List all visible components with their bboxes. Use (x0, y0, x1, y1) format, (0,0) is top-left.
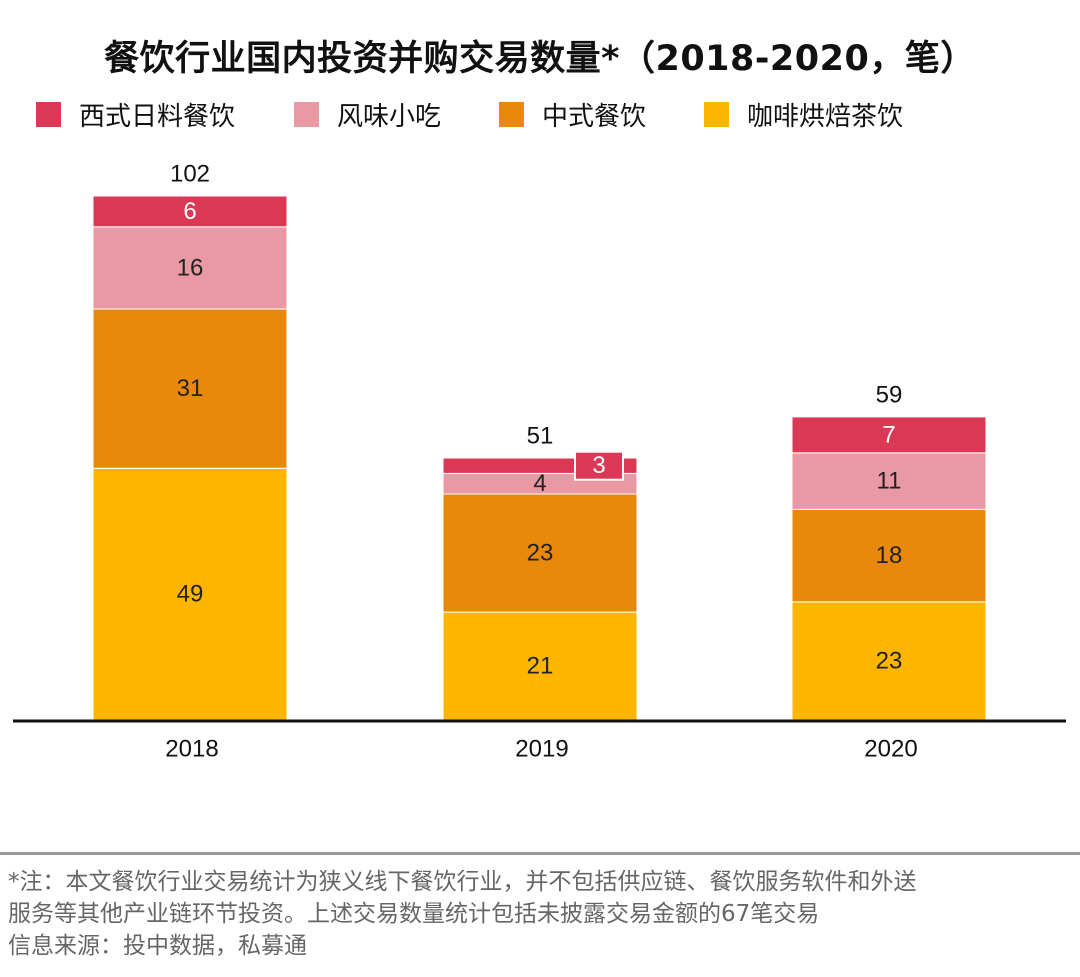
bar-segment-western-japanese-2020 (791, 416, 987, 454)
bar-segment-coffee-bakery-tea-2018 (92, 467, 288, 721)
legend-item-coffee-bakery-tea: 咖啡烘焙茶饮 (704, 94, 903, 134)
total-label-2019: 51 (527, 423, 554, 450)
data-label-western-japanese-2018: 6 (183, 198, 196, 225)
legend-swatch-chinese (499, 101, 524, 127)
x-tick-label-2018: 2018 (165, 736, 218, 763)
legend-label-coffee-bakery-tea: 咖啡烘焙茶饮 (747, 101, 904, 132)
data-label-chinese-2018: 31 (177, 375, 204, 402)
bar-segment-coffee-bakery-tea-2020 (791, 601, 987, 721)
legend-item-western-japanese: 西式日料餐饮 (36, 94, 235, 134)
legend-label-snacks: 风味小吃 (337, 101, 442, 132)
total-label-2020: 59 (876, 381, 903, 408)
x-tick-label-2019: 2019 (515, 736, 568, 763)
bar-segment-snacks-2018 (92, 226, 288, 310)
stacked-bar-chart: 49 31 16 6 102 2018 21 23 4 3 51 2019 23 18 11 7 59 2020 (13, 161, 1066, 763)
data-label-chinese-2019: 23 (527, 540, 554, 567)
legend-item-chinese: 中式餐饮 (499, 94, 646, 134)
data-label-chinese-2020: 18 (876, 542, 903, 569)
footnote-line-1: *注：本文餐饮行业交易统计为狭义线下餐饮行业，并不包括供应链、餐饮服务软件和外送 (8, 869, 917, 895)
data-label-snacks-2018: 16 (177, 254, 204, 281)
x-tick-label-2020: 2020 (864, 736, 917, 763)
legend-item-snacks: 风味小吃 (294, 94, 441, 134)
data-label-coffee-bakery-tea-2019: 21 (527, 653, 554, 680)
bar-segment-chinese-2019 (442, 493, 638, 613)
legend-swatch-snacks (294, 101, 319, 127)
chart-title: 餐饮行业国内投资并购交易数量*（2018-2020，笔） (104, 39, 976, 79)
data-label-western-japanese-2020: 7 (882, 421, 895, 448)
data-label-snacks-2020: 11 (877, 468, 902, 495)
bar-segment-western-japanese-2018 (92, 195, 288, 228)
footnote-line-3: 信息来源：投中数据，私募通 (8, 933, 307, 959)
bar-segment-chinese-2018 (92, 308, 288, 469)
data-label-coffee-bakery-tea-2018: 49 (177, 581, 204, 608)
data-label-box-western-japanese-2019 (574, 450, 624, 481)
legend-swatch-western-japanese (36, 101, 61, 127)
data-label-snacks-2019: 4 (533, 470, 546, 497)
legend-label-western-japanese: 西式日料餐饮 (79, 101, 236, 132)
data-label-western-japanese-2019: 3 (592, 452, 605, 479)
bar-segment-chinese-2020 (791, 508, 987, 603)
legend-label-chinese: 中式餐饮 (542, 101, 647, 132)
legend-swatch-coffee-bakery-tea (704, 101, 729, 127)
chart-legend: 西式日料餐饮 风味小吃 中式餐饮 咖啡烘焙茶饮 (36, 94, 1076, 134)
total-label-2018: 102 (170, 161, 210, 188)
footnote: *注：本文餐饮行业交易统计为狭义线下餐饮行业，并不包括供应链、餐饮服务软件和外送… (8, 866, 1076, 962)
footnote-divider (0, 852, 1080, 855)
footnote-line-2: 服务等其他产业链环节投资。上述交易数量统计包括未披露交易金额的67笔交易 (8, 901, 820, 927)
data-label-coffee-bakery-tea-2020: 23 (876, 647, 903, 674)
bar-segment-snacks-2020 (791, 452, 987, 510)
bar-segment-coffee-bakery-tea-2019 (442, 611, 638, 721)
